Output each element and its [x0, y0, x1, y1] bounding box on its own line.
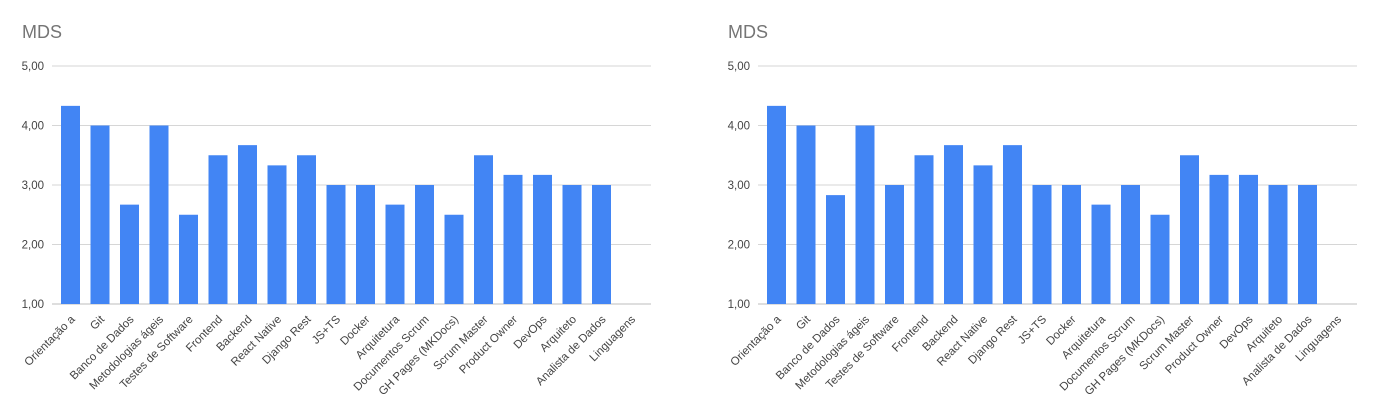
- bar: [533, 174, 552, 304]
- y-tick-label: 2,00: [728, 240, 750, 252]
- y-tick-label: 4,00: [728, 121, 750, 133]
- bar: [1150, 214, 1170, 304]
- bar: [796, 125, 816, 304]
- x-tick-label: Orientação a: [23, 313, 78, 368]
- x-tick-label: JS+TS: [310, 313, 343, 346]
- y-tick-label: 4,00: [22, 121, 44, 133]
- bar: [562, 185, 582, 304]
- y-tick-label: 2,00: [22, 240, 44, 252]
- bar: [444, 214, 464, 304]
- bar: [297, 155, 316, 304]
- y-tick-label: 5,00: [728, 61, 750, 73]
- bar: [1239, 174, 1258, 304]
- y-tick-label: 5,00: [22, 61, 44, 73]
- bar: [415, 185, 434, 304]
- bar: [90, 125, 110, 304]
- bar: [1298, 185, 1317, 304]
- bar: [592, 185, 611, 304]
- bar: [1121, 185, 1140, 304]
- bar: [385, 204, 405, 304]
- bar: [767, 105, 786, 305]
- bar: [61, 105, 80, 305]
- bar: [1062, 185, 1081, 304]
- bar: [356, 185, 375, 304]
- bar: [1003, 145, 1022, 304]
- bar: [179, 214, 198, 304]
- bar: [238, 145, 257, 304]
- bar: [885, 185, 904, 304]
- bar: [120, 204, 139, 304]
- bar: [1209, 174, 1229, 304]
- x-tick-label: Orientação a: [729, 313, 784, 368]
- bar: [326, 185, 346, 304]
- chart-right: MDS 1,00 2,00 3,00 4,00 5,00 Orientação a Git B…: [706, 0, 1377, 415]
- x-tick-label: Git: [794, 313, 813, 332]
- bar: [1268, 185, 1288, 304]
- bar: [944, 145, 963, 304]
- bar: [1032, 185, 1052, 304]
- y-tick-label: 1,00: [22, 299, 44, 311]
- bar: [914, 155, 934, 304]
- chart-title: MDS: [22, 22, 62, 42]
- bar: [208, 155, 228, 304]
- bar: [826, 195, 845, 304]
- bar: [855, 125, 875, 304]
- bar: [267, 165, 287, 304]
- bar: [1091, 204, 1111, 304]
- y-tick-label: 3,00: [22, 180, 44, 192]
- x-tick-label: JS+TS: [1016, 313, 1049, 346]
- chart-title: MDS: [728, 22, 768, 42]
- bar: [503, 174, 523, 304]
- bar: [973, 165, 993, 304]
- y-tick-label: 1,00: [728, 299, 750, 311]
- bar: [149, 125, 169, 304]
- y-tick-label: 3,00: [728, 180, 750, 192]
- bar: [1180, 155, 1199, 304]
- chart-left: MDS 1,00 2,00 3,00 4,00 5,00 Orientação a Git B…: [0, 0, 680, 415]
- x-tick-label: Git: [88, 313, 107, 332]
- bar: [474, 155, 493, 304]
